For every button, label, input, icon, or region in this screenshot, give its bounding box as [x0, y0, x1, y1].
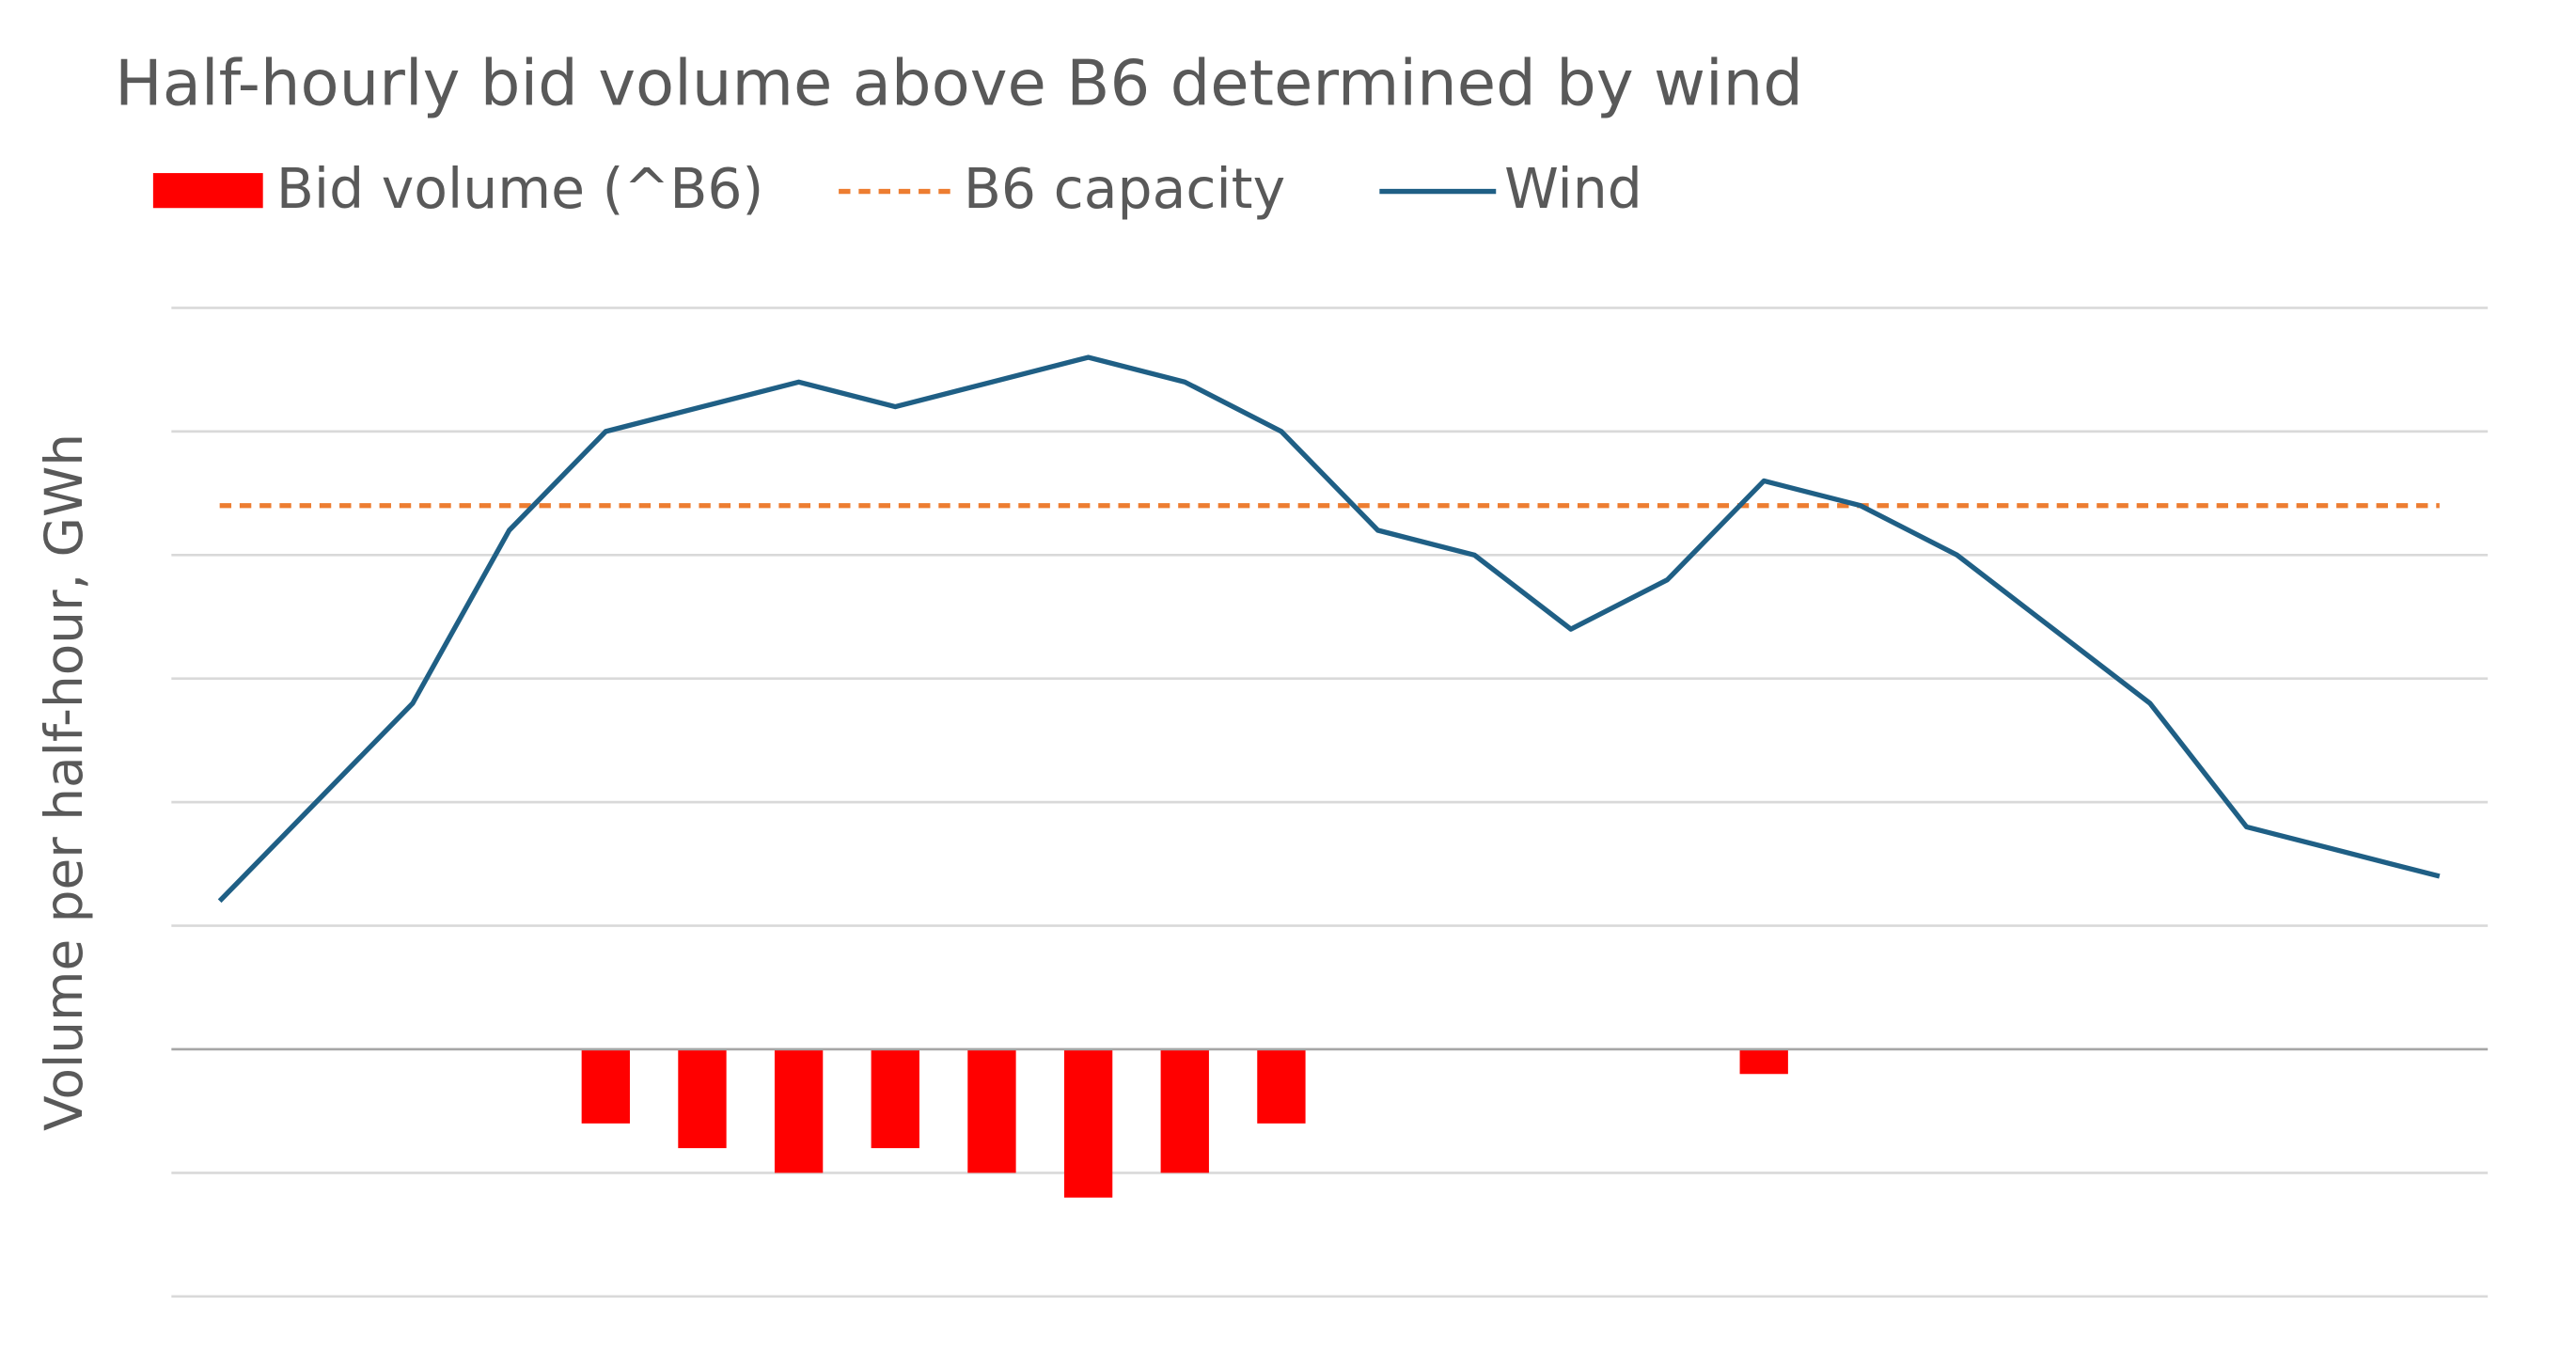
bar: [1160, 1048, 1209, 1173]
series-lines: [217, 354, 2441, 904]
bar: [581, 1048, 630, 1124]
legend-label-b6-capacity: B6 capacity: [964, 157, 1285, 221]
bar: [774, 1048, 824, 1173]
legend-swatch-bid-volume: [152, 173, 263, 209]
y-axis-label: Volume per half-hour, GWh: [34, 433, 94, 1131]
legend: Bid volume (^B6) B6 capacity Wind: [152, 157, 1642, 221]
bar: [967, 1048, 1016, 1173]
bar: [1739, 1048, 1788, 1075]
bar: [1257, 1048, 1306, 1124]
bar: [871, 1048, 919, 1149]
legend-label-wind: Wind: [1504, 157, 1642, 221]
legend-label-bid-volume: Bid volume (^B6): [276, 157, 763, 221]
wind-line: [217, 354, 2441, 904]
chart-title: Half-hourly bid volume above B6 determin…: [115, 47, 1803, 120]
gridlines: [171, 307, 2489, 1298]
bid-volume-bars: [581, 1048, 1788, 1198]
bar: [678, 1048, 727, 1149]
bar: [1063, 1048, 1113, 1198]
